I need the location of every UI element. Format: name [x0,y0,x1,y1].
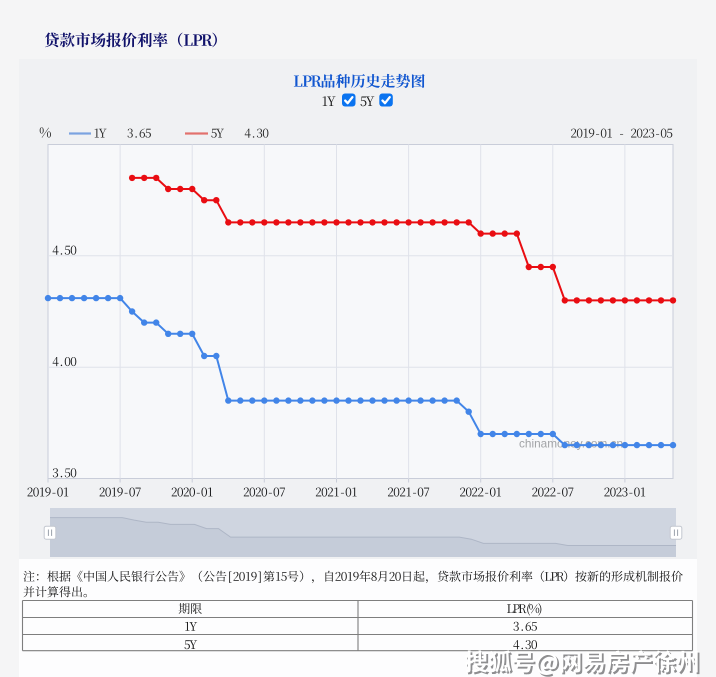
svg-text:chinamoney.com.cn: chinamoney.com.cn [519,436,623,450]
